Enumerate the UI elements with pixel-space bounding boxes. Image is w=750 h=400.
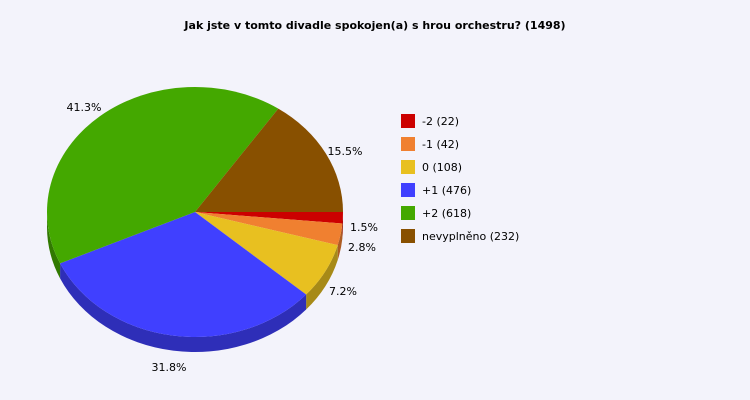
pie-percent-label-5: 15.5% [328, 145, 363, 158]
pie-slice-side-3 [60, 263, 307, 352]
legend-label-1: -1 (42) [422, 138, 459, 151]
chart-title: Jak jste v tomto divadle spokojen(a) s h… [184, 19, 566, 32]
pie-slice-0 [195, 212, 343, 224]
pie-slice-side-0 [342, 212, 343, 239]
pie-slice-5 [195, 108, 343, 212]
legend-label-3: +1 (476) [422, 184, 471, 197]
pie-slice-1 [195, 212, 343, 246]
legend-swatch-5 [401, 229, 415, 243]
legend-swatch-2 [401, 160, 415, 174]
legend-swatch-1 [401, 137, 415, 151]
pie-slice-2 [195, 212, 338, 295]
legend-label-0: -2 (22) [422, 115, 459, 128]
pie-slice-side-1 [337, 223, 343, 261]
legend-label-4: +2 (618) [422, 207, 471, 220]
legend-swatch-0 [401, 114, 415, 128]
pie-slice-side-2 [306, 245, 338, 310]
pie-slice-4 [46, 86, 279, 264]
legend-label-2: 0 (108) [422, 161, 462, 174]
legend-swatch-4 [401, 206, 415, 220]
pie-percent-label-2: 7.2% [329, 285, 357, 298]
pie-percent-label-3: 31.8% [152, 361, 187, 374]
pie-slice-side-4 [47, 212, 61, 279]
pie-percent-label-1: 2.8% [348, 241, 376, 254]
pie-percent-label-0: 1.5% [350, 221, 378, 234]
pie-slice-3 [60, 212, 307, 337]
legend-label-5: nevyplněno (232) [422, 230, 519, 243]
legend-swatch-3 [401, 183, 415, 197]
pie-percent-label-4: 41.3% [67, 101, 102, 114]
